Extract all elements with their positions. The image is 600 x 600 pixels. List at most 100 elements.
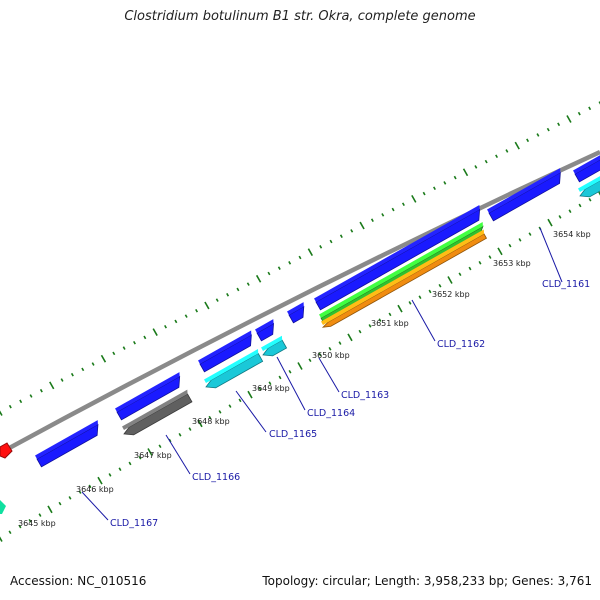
- gene-label: CLD_1167: [110, 518, 158, 529]
- inner-tick-mark: [378, 318, 382, 322]
- gene-arrow-orange-top: [321, 229, 485, 325]
- outer-tick-mark: [401, 202, 405, 207]
- inner-tick-mark: [438, 283, 442, 288]
- outer-tick-mark: [152, 328, 158, 336]
- inner-tick-mark: [47, 505, 53, 514]
- outer-tick-mark: [495, 154, 499, 159]
- gene-arrow-cyan: [579, 180, 600, 198]
- inner-tick-mark: [288, 369, 292, 374]
- gene-arrow-cyan-top: [204, 348, 259, 383]
- inner-tick-mark: [158, 444, 162, 449]
- inner-tick-mark: [28, 519, 32, 523]
- inner-tick-mark: [368, 324, 372, 328]
- outer-tick-mark: [174, 319, 178, 324]
- inner-tick-mark: [558, 215, 562, 219]
- outer-tick-mark: [329, 239, 333, 244]
- gene-arrow-blue-top: [287, 302, 304, 315]
- gene-label: CLD_1165: [269, 429, 317, 440]
- inner-tick-mark: [278, 375, 282, 380]
- inner-tick-mark: [78, 490, 82, 494]
- inner-tick-mark: [138, 455, 142, 460]
- accession-text: Accession: NC_010516: [10, 574, 147, 588]
- inner-tick-mark: [338, 341, 342, 345]
- outer-tick-mark: [411, 195, 417, 203]
- gene-arrow-teal: [0, 500, 6, 514]
- kbp-label: 3649 kbp: [252, 384, 290, 393]
- outer-tick-mark: [8, 404, 12, 409]
- inner-tick-mark: [328, 347, 332, 351]
- gene-arrow-cyan-top: [578, 176, 600, 192]
- inner-tick-mark: [308, 358, 312, 363]
- outer-tick-mark: [443, 181, 447, 185]
- inner-tick-mark: [508, 243, 512, 248]
- outer-tick-mark: [514, 141, 520, 150]
- outer-tick-mark: [474, 165, 478, 169]
- inner-tick-mark: [147, 448, 153, 456]
- kbp-label: 3652 kbp: [432, 290, 470, 299]
- inner-tick-mark: [268, 381, 272, 385]
- inner-tick-mark: [488, 255, 492, 259]
- outer-tick-mark: [526, 138, 530, 143]
- outer-tick-mark: [350, 229, 354, 233]
- gene-label-leader: [235, 390, 267, 433]
- inner-tick-mark: [408, 301, 412, 305]
- outer-tick-mark: [215, 298, 219, 302]
- gene-label: CLD_1166: [192, 472, 240, 483]
- outer-tick-mark: [588, 106, 592, 111]
- inner-tick-mark: [318, 352, 322, 357]
- inner-tick-mark: [208, 415, 212, 420]
- outer-tick-mark: [422, 191, 426, 196]
- kbp-label: 3654 kbp: [553, 230, 591, 239]
- kbp-label: 3645 kbp: [18, 519, 56, 528]
- gene-label-leader: [539, 227, 563, 283]
- outer-tick-mark: [143, 335, 147, 340]
- inner-tick-mark: [497, 247, 503, 256]
- inner-tick-mark: [518, 238, 522, 242]
- outer-tick-mark: [60, 378, 64, 382]
- kbp-label: 3648 kbp: [192, 417, 230, 426]
- inner-tick-mark: [228, 404, 232, 408]
- inner-tick-mark: [418, 295, 422, 299]
- inner-tick-mark: [68, 496, 72, 500]
- outer-tick-mark: [204, 301, 210, 310]
- inner-tick-mark: [8, 530, 12, 535]
- inner-tick-mark: [188, 427, 192, 431]
- inner-tick-mark: [468, 266, 472, 271]
- outer-tick-mark: [0, 410, 3, 416]
- gene-arrow-blue-top: [314, 204, 480, 302]
- gene-label: CLD_1162: [437, 339, 485, 350]
- kbp-label: 3647 kbp: [134, 451, 172, 460]
- kbp-label: 3653 kbp: [493, 259, 531, 268]
- outer-tick-mark: [453, 175, 457, 180]
- gene-arrow-blue-top: [573, 155, 600, 174]
- gene-label-leader: [165, 434, 191, 475]
- outer-tick-mark: [195, 308, 199, 313]
- outer-tick-mark: [391, 207, 395, 212]
- outer-tick-mark: [70, 372, 74, 377]
- gene-arrow-cyan: [262, 339, 288, 357]
- outer-tick-mark: [557, 122, 561, 127]
- outer-tick-mark: [381, 213, 385, 217]
- gene-arrow-blue: [116, 375, 181, 421]
- outer-tick-mark: [307, 248, 314, 257]
- inner-tick-mark: [297, 362, 303, 370]
- genome-title: Clostridium botulinum B1 str. Okra, comp…: [124, 9, 476, 24]
- gene-arrow-blue: [315, 208, 481, 311]
- inner-tick-mark: [578, 203, 582, 208]
- topology-text: Topology: circular; Length: 3,958,233 bp…: [262, 574, 592, 588]
- inner-tick-mark: [388, 312, 392, 317]
- gene-arrow-blue-top: [198, 330, 252, 364]
- outer-tick-mark: [246, 282, 250, 286]
- inner-tick-mark: [0, 536, 3, 542]
- inner-tick-mark: [447, 276, 453, 284]
- outer-tick-mark: [546, 127, 550, 132]
- inner-tick-mark: [428, 289, 432, 294]
- outer-tick-mark: [29, 394, 33, 398]
- outer-tick-mark: [339, 234, 343, 238]
- gene-arrow-gray-top: [122, 389, 188, 430]
- outer-tick-mark: [370, 218, 374, 222]
- outer-tick-mark: [277, 266, 281, 270]
- outer-tick-mark: [255, 274, 262, 283]
- outer-tick-mark: [298, 255, 302, 260]
- inner-tick-mark: [458, 272, 462, 277]
